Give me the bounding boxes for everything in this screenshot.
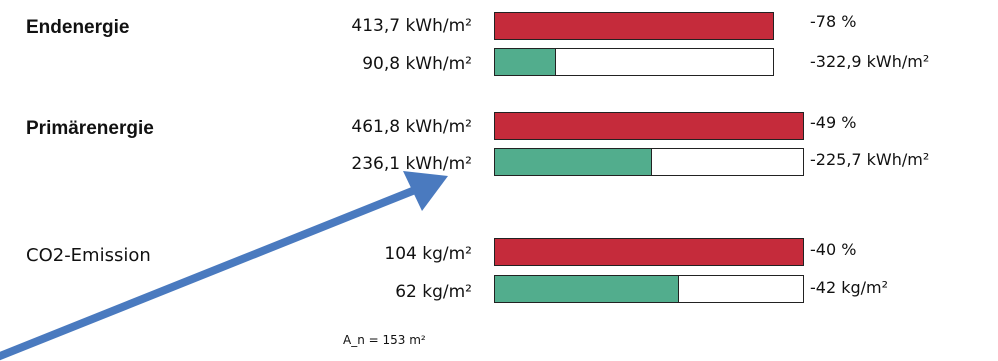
primaerenergie-bar-result <box>494 148 804 176</box>
endenergie-bar-reference-fill <box>495 13 773 39</box>
primaerenergie-delta-percent: -49 % <box>810 113 857 132</box>
co2-bar-result-fill <box>495 276 679 302</box>
primaerenergie-value-reference: 461,8 kWh/m² <box>351 117 472 137</box>
row-label-co2-emission: CO2-Emission <box>26 245 151 266</box>
endenergie-value-result: 90,8 kWh/m² <box>362 54 472 74</box>
area-footnote: A_n = 153 m² <box>343 333 426 347</box>
co2-value-reference: 104 kg/m² <box>384 244 472 264</box>
primaerenergie-bar-reference-fill <box>495 113 803 139</box>
co2-value-result: 62 kg/m² <box>395 282 472 302</box>
endenergie-bar-result <box>494 48 774 76</box>
endenergie-delta-absolute: -322,9 kWh/m² <box>810 52 930 71</box>
co2-delta-absolute: -42 kg/m² <box>810 278 889 297</box>
endenergie-delta-percent: -78 % <box>810 12 857 31</box>
row-label-endenergie: Endenergie <box>26 17 130 38</box>
endenergie-bar-result-fill <box>495 49 556 75</box>
co2-bar-reference <box>494 238 804 266</box>
co2-delta-percent: -40 % <box>810 240 857 259</box>
primaerenergie-delta-absolute: -225,7 kWh/m² <box>810 150 930 169</box>
primaerenergie-bar-result-fill <box>495 149 653 175</box>
row-label-primaerenergie: Primärenergie <box>26 118 154 139</box>
primaerenergie-bar-reference <box>494 112 804 140</box>
co2-bar-result <box>494 275 804 303</box>
endenergie-value-reference: 413,7 kWh/m² <box>351 16 472 36</box>
co2-bar-reference-fill <box>495 239 803 265</box>
endenergie-bar-reference <box>494 12 774 40</box>
primaerenergie-value-result: 236,1 kWh/m² <box>351 154 472 174</box>
